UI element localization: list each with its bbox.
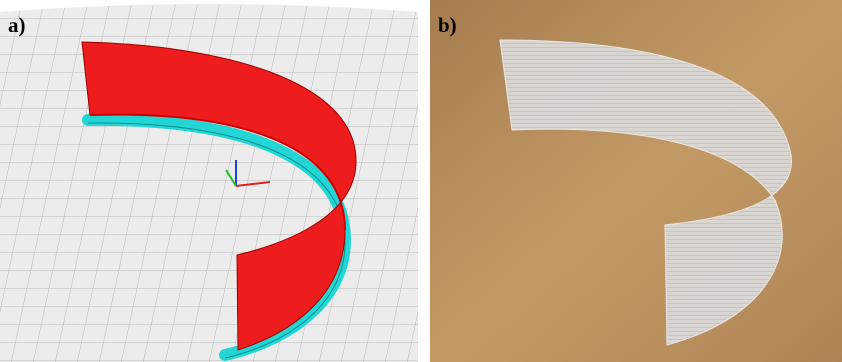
- figure: a) b): [0, 0, 842, 362]
- panel-a: a): [0, 0, 418, 362]
- panel-b: b): [430, 0, 842, 362]
- panel-label: b): [438, 13, 457, 37]
- panel-label: a): [8, 13, 26, 37]
- build-plate: [0, 0, 418, 362]
